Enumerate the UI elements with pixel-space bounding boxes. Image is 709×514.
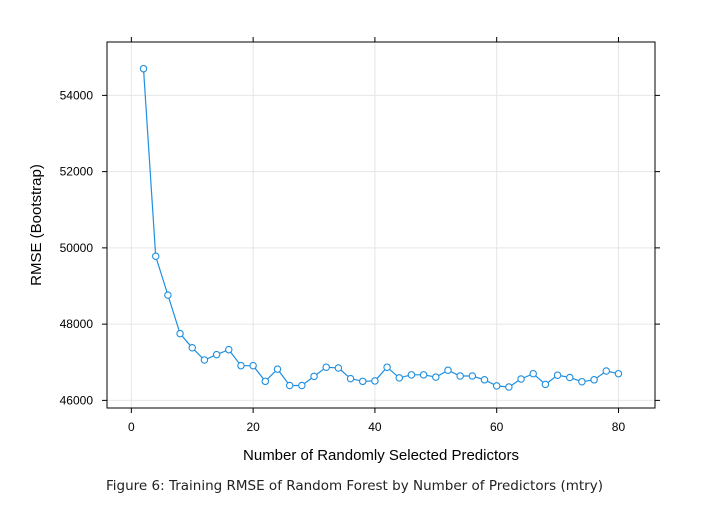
data-point — [517, 375, 525, 383]
data-point — [139, 64, 148, 73]
data-point — [164, 291, 172, 299]
x-tick-label: 20 — [246, 420, 260, 434]
data-point — [432, 373, 440, 381]
data-series — [139, 64, 623, 391]
data-point — [176, 329, 184, 338]
data-point — [273, 365, 282, 373]
data-point — [468, 372, 477, 380]
rmse-chart: 0 20 40 60 80 46000 48000 50000 52000 54000 Numbe… — [28, 37, 660, 464]
data-point — [200, 356, 209, 364]
data-point — [419, 371, 428, 379]
data-point — [395, 374, 404, 382]
data-point — [602, 367, 611, 375]
x-tick-label: 0 — [128, 420, 135, 434]
data-point — [237, 361, 245, 370]
data-point — [505, 383, 513, 391]
data-point — [346, 374, 355, 383]
data-point — [298, 381, 306, 390]
data-point — [225, 345, 233, 354]
data-point — [371, 377, 379, 385]
y-axis-title: RMSE (Bootstrap) — [28, 164, 45, 286]
data-point — [261, 377, 270, 386]
y-tick-label: 50000 — [60, 241, 94, 255]
data-point — [285, 381, 294, 390]
x-tick-label: 60 — [490, 420, 504, 434]
data-point — [188, 344, 196, 352]
figure-caption: Figure 6: Training RMSE of Random Forest… — [106, 478, 603, 494]
data-point — [444, 366, 452, 375]
data-point — [590, 376, 598, 384]
data-point — [383, 363, 391, 371]
y-tick-label: 54000 — [60, 88, 94, 102]
data-point — [358, 377, 367, 386]
x-tick-label: 80 — [612, 420, 626, 434]
data-point — [151, 252, 160, 261]
data-point — [566, 373, 574, 382]
x-axis-title: Number of Randomly Selected Predictors — [243, 447, 519, 464]
plot-frame — [106, 41, 656, 409]
data-point — [456, 372, 464, 380]
data-point — [407, 371, 416, 379]
data-point — [334, 364, 343, 372]
data-point — [249, 361, 257, 370]
data-point — [480, 376, 489, 384]
data-point — [492, 382, 501, 390]
data-point — [541, 380, 550, 389]
data-point — [212, 350, 221, 359]
data-point — [578, 377, 586, 386]
axis-ticks: 0 20 40 60 80 46000 48000 50000 52000 54000 — [60, 37, 660, 434]
data-point — [310, 372, 318, 381]
y-tick-label: 46000 — [60, 393, 94, 407]
series-line — [142, 68, 619, 388]
y-tick-label: 52000 — [60, 165, 94, 179]
x-tick-label: 40 — [368, 420, 382, 434]
data-point — [322, 363, 330, 371]
y-tick-label: 48000 — [60, 317, 94, 331]
grid-lines — [107, 42, 655, 408]
data-point — [553, 371, 562, 379]
data-point — [614, 369, 623, 378]
data-point — [529, 369, 537, 378]
